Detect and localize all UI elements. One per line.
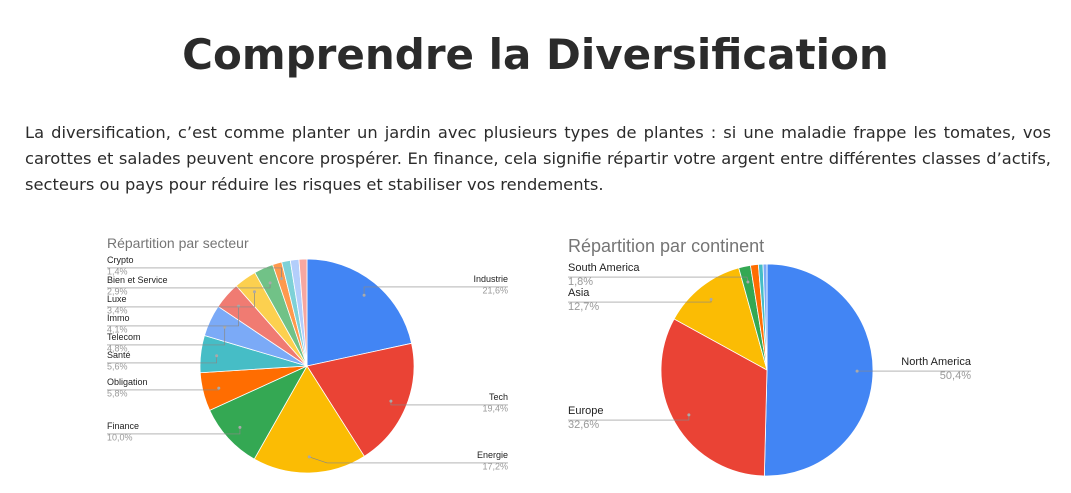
leader-dot [217,386,221,390]
leader-dot [238,425,242,429]
slice-label: Bien et Service [107,275,168,285]
slice-label: Santé [107,350,131,360]
slice-value: 5,8% [107,388,128,398]
leader-line [107,306,239,327]
slice-label: North America [901,356,972,368]
slice-value: 1,4% [107,266,128,276]
leader-dot [280,277,284,281]
slice-label: South America [568,262,640,274]
pie-slice [306,258,413,367]
slice-label: Europe [568,405,603,417]
slice-label: Immo [107,313,130,323]
leader-dot [362,293,366,297]
slice-label: Asia [568,287,590,299]
pie-slice [660,318,768,477]
leader-line [309,456,508,464]
slice-value: 32,6% [568,419,599,431]
leader-dot [709,297,713,301]
slice-value: 17,2% [482,461,508,471]
slice-label: Finance [107,421,139,431]
slice-label: Tech [489,392,508,402]
leader-line [568,276,749,283]
leader-line [568,414,690,421]
slice-value: 5,6% [107,361,128,371]
slice-value: 4,1% [107,324,128,334]
pie-slice [253,365,365,474]
chart-title: Répartition par continent [568,236,764,256]
leader-line [107,267,282,279]
paragraph: La diversification, c’est comme planter … [25,123,1051,194]
leader-line [107,282,271,289]
pie-slice [673,267,768,371]
slice-value: 19,4% [482,403,508,413]
leader-dot [855,369,859,373]
slice-value: 2,9% [107,286,128,296]
leader-dot [215,354,219,358]
leader-dot [746,280,750,284]
chart-title: Répartition par secteur [107,235,249,251]
slice-value: 4,8% [107,343,128,353]
slice-value: 21,6% [482,285,508,295]
pie-slice [762,263,768,371]
slice-label: Crypto [107,255,134,265]
leader-line [107,427,241,435]
leader-dot [389,399,393,403]
pie-slice [298,258,308,367]
pie-slice [306,342,415,457]
slice-label: Energie [477,450,508,460]
page-title: Comprendre la Diversification [182,30,889,79]
leader-line [107,327,226,346]
slice-value: 50,4% [940,370,971,382]
leader-dot [252,290,256,294]
slice-label: Obligation [107,377,148,387]
slice-label: Industrie [473,274,508,284]
leader-line [107,355,217,364]
leader-dot [687,413,691,417]
slice-value: 10,0% [107,432,133,442]
slice-label: Luxe [107,294,127,304]
slice-label: Telecom [107,332,141,342]
leader-dot [307,455,311,459]
slice-value: 3,4% [107,305,128,315]
leader-dot [268,281,272,285]
slice-value: 1,8% [568,276,593,288]
leader-line [363,286,508,296]
leader-dot [223,325,227,329]
slice-value: 12,7% [568,301,599,313]
leader-line [107,291,255,308]
